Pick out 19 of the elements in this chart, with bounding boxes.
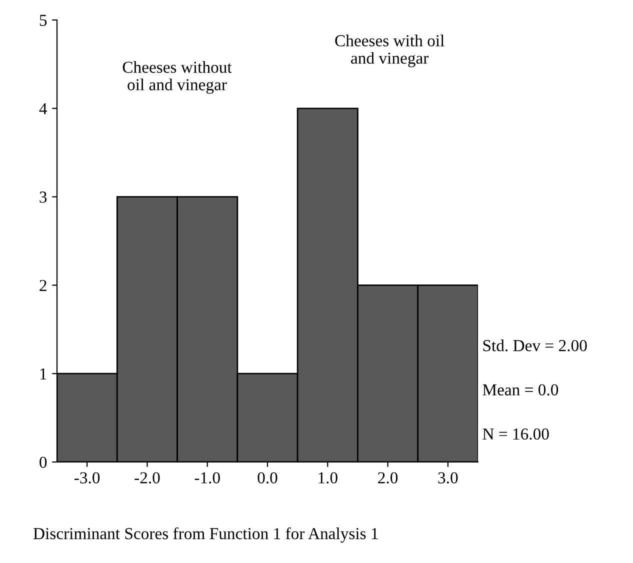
- text: Mean = 0.0: [482, 384, 558, 396]
- x-tick-label: 2.0: [378, 472, 398, 484]
- y-tick-label: 0: [40, 456, 47, 468]
- annotation: Cheeses with oil and vinegar: [335, 34, 444, 68]
- x-axis-title: Discriminant Scores from Function 1 for Analysis 1: [33, 527, 378, 543]
- y-tick-label: 5: [40, 14, 47, 26]
- annotation: Cheeses without oil and vinegar: [122, 61, 232, 94]
- x-tick-label: 1.0: [318, 472, 338, 484]
- x-tick-label: -1.0: [194, 472, 220, 484]
- y-tick-label: 4: [39, 103, 48, 114]
- y-tick-label: 3: [40, 192, 47, 203]
- y-tick-label: 2: [40, 280, 46, 291]
- x-tick-label: 3.0: [438, 472, 458, 484]
- text: N = 16.00: [482, 428, 549, 440]
- y-tick-label: 1: [40, 368, 46, 380]
- x-tick-label: -2.0: [134, 472, 160, 484]
- x-tick-label: 0.0: [258, 472, 278, 484]
- x-tick-label: -3.0: [74, 472, 100, 484]
- text: Std. Dev = 2.00: [483, 340, 587, 352]
